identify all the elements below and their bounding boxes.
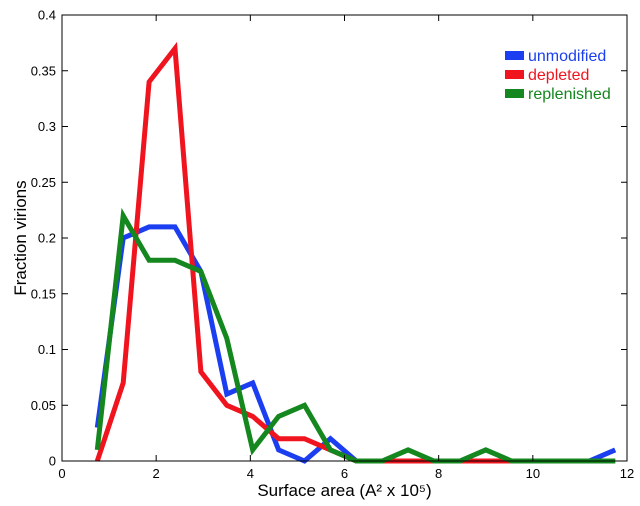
y-axis-label: Fraction virions (11, 180, 30, 295)
legend: unmodified depleted replenished (505, 48, 611, 103)
legend-swatch-depleted (505, 70, 524, 79)
x-tick-label: 0 (58, 466, 65, 481)
x-tick-label: 12 (620, 466, 634, 481)
x-tick-label: 4 (247, 466, 254, 481)
tick-layer: 0 2 4 6 8 10 12 0 0.05 0.1 0.15 0.2 0.25 0.3 0.35 0.4 (31, 8, 635, 482)
legend-label-replenished: replenished (528, 86, 611, 103)
y-tick-label: 0.1 (38, 342, 56, 357)
legend-label-depleted: depleted (528, 67, 589, 84)
x-tick-label: 8 (435, 466, 442, 481)
y-tick-label: 0.05 (31, 398, 56, 413)
legend-swatch-replenished (505, 89, 524, 98)
y-tick-label: 0.25 (31, 175, 56, 190)
legend-swatch-unmodified (505, 51, 524, 60)
x-tick-label: 10 (526, 466, 540, 481)
y-tick-label: 0.15 (31, 286, 56, 301)
legend-label-unmodified: unmodified (528, 48, 606, 65)
y-tick-label: 0 (49, 454, 56, 469)
x-axis-label: Surface area (A² x 10⁵) (257, 481, 431, 500)
x-tick-label: 2 (153, 466, 160, 481)
y-tick-label: 0.35 (31, 63, 56, 78)
y-tick-label: 0.2 (38, 231, 56, 246)
y-tick-label: 0.4 (38, 8, 56, 23)
x-tick-label: 6 (341, 466, 348, 481)
y-tick-label: 0.3 (38, 119, 56, 134)
